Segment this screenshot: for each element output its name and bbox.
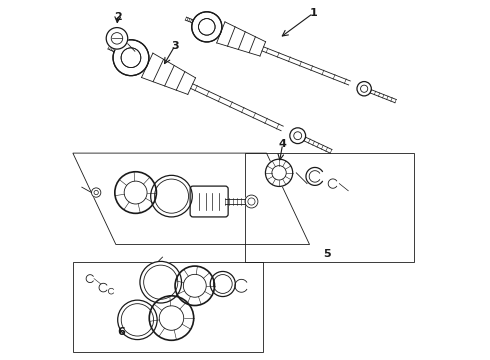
Text: 1: 1	[309, 8, 317, 18]
Circle shape	[140, 261, 181, 303]
Circle shape	[266, 159, 293, 186]
Circle shape	[357, 82, 371, 96]
Text: 3: 3	[172, 41, 179, 50]
Circle shape	[290, 128, 306, 144]
Circle shape	[192, 12, 222, 42]
Circle shape	[306, 167, 324, 185]
Circle shape	[151, 175, 192, 217]
Text: 4: 4	[279, 139, 287, 149]
Circle shape	[149, 296, 194, 340]
Circle shape	[106, 28, 128, 49]
Text: 6: 6	[117, 327, 125, 337]
Circle shape	[113, 40, 149, 76]
Text: 2: 2	[114, 12, 122, 22]
Circle shape	[210, 271, 235, 297]
Circle shape	[92, 188, 101, 197]
Circle shape	[175, 266, 215, 306]
FancyBboxPatch shape	[190, 186, 228, 217]
Circle shape	[118, 300, 157, 339]
Circle shape	[245, 195, 258, 208]
Circle shape	[235, 279, 248, 292]
Circle shape	[115, 172, 156, 213]
Circle shape	[108, 288, 114, 294]
Text: 5: 5	[324, 248, 331, 258]
Circle shape	[99, 283, 108, 292]
Circle shape	[86, 275, 94, 283]
Circle shape	[328, 179, 338, 188]
